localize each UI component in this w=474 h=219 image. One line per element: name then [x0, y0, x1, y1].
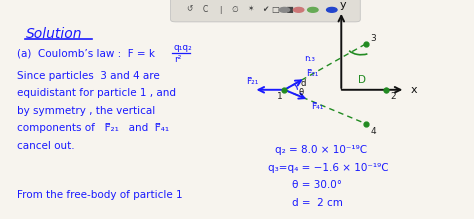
Text: Solution: Solution — [26, 27, 82, 41]
Text: q₁q₂: q₁q₂ — [173, 42, 192, 52]
Text: ✶: ✶ — [247, 5, 254, 14]
Text: r₁₃: r₁₃ — [304, 54, 315, 63]
Circle shape — [308, 7, 318, 12]
Text: r²: r² — [174, 55, 182, 64]
Text: F⃗₂₁: F⃗₂₁ — [246, 77, 259, 86]
Text: 1: 1 — [277, 92, 283, 101]
Text: From the free-body of particle 1: From the free-body of particle 1 — [17, 190, 182, 200]
Text: 3: 3 — [371, 34, 376, 43]
FancyBboxPatch shape — [171, 0, 360, 22]
Text: x: x — [411, 85, 418, 95]
Text: (a)  Coulomb’s law :  F = k: (a) Coulomb’s law : F = k — [17, 49, 155, 59]
Text: ↺: ↺ — [186, 5, 193, 14]
Circle shape — [279, 7, 290, 12]
Text: F⃗₃₁: F⃗₃₁ — [306, 69, 319, 78]
Circle shape — [327, 7, 337, 12]
Text: q₂ = 8.0 × 10⁻¹⁹C: q₂ = 8.0 × 10⁻¹⁹C — [275, 145, 367, 155]
Text: q₃=q₄ = −1.6 × 10⁻¹⁹C: q₃=q₄ = −1.6 × 10⁻¹⁹C — [268, 162, 388, 173]
Text: F⃗₄₁: F⃗₄₁ — [311, 102, 324, 111]
Text: d =  2 cm: d = 2 cm — [292, 198, 342, 208]
Text: Since particles  3 and 4 are: Since particles 3 and 4 are — [17, 71, 159, 81]
Text: C: C — [202, 5, 208, 14]
Text: ∅: ∅ — [232, 5, 238, 14]
Text: components of   F⃗₂₁   and  F⃗₄₁: components of F⃗₂₁ and F⃗₄₁ — [17, 123, 169, 133]
Text: ❘: ❘ — [217, 5, 223, 14]
Text: d: d — [301, 79, 306, 88]
Text: θ = 30.0°: θ = 30.0° — [292, 180, 341, 190]
Text: ■: ■ — [285, 5, 293, 14]
Text: θ: θ — [299, 88, 304, 97]
Text: ✔: ✔ — [262, 5, 269, 14]
Text: y: y — [340, 0, 346, 10]
Text: D: D — [358, 75, 366, 85]
Text: 4: 4 — [371, 127, 376, 136]
Text: □: □ — [271, 5, 279, 14]
Text: by symmetry , the vertical: by symmetry , the vertical — [17, 106, 155, 116]
Text: equidistant for particle 1 , and: equidistant for particle 1 , and — [17, 88, 175, 98]
Text: 2: 2 — [390, 92, 396, 101]
Circle shape — [293, 7, 304, 12]
Text: cancel out.: cancel out. — [17, 141, 74, 151]
